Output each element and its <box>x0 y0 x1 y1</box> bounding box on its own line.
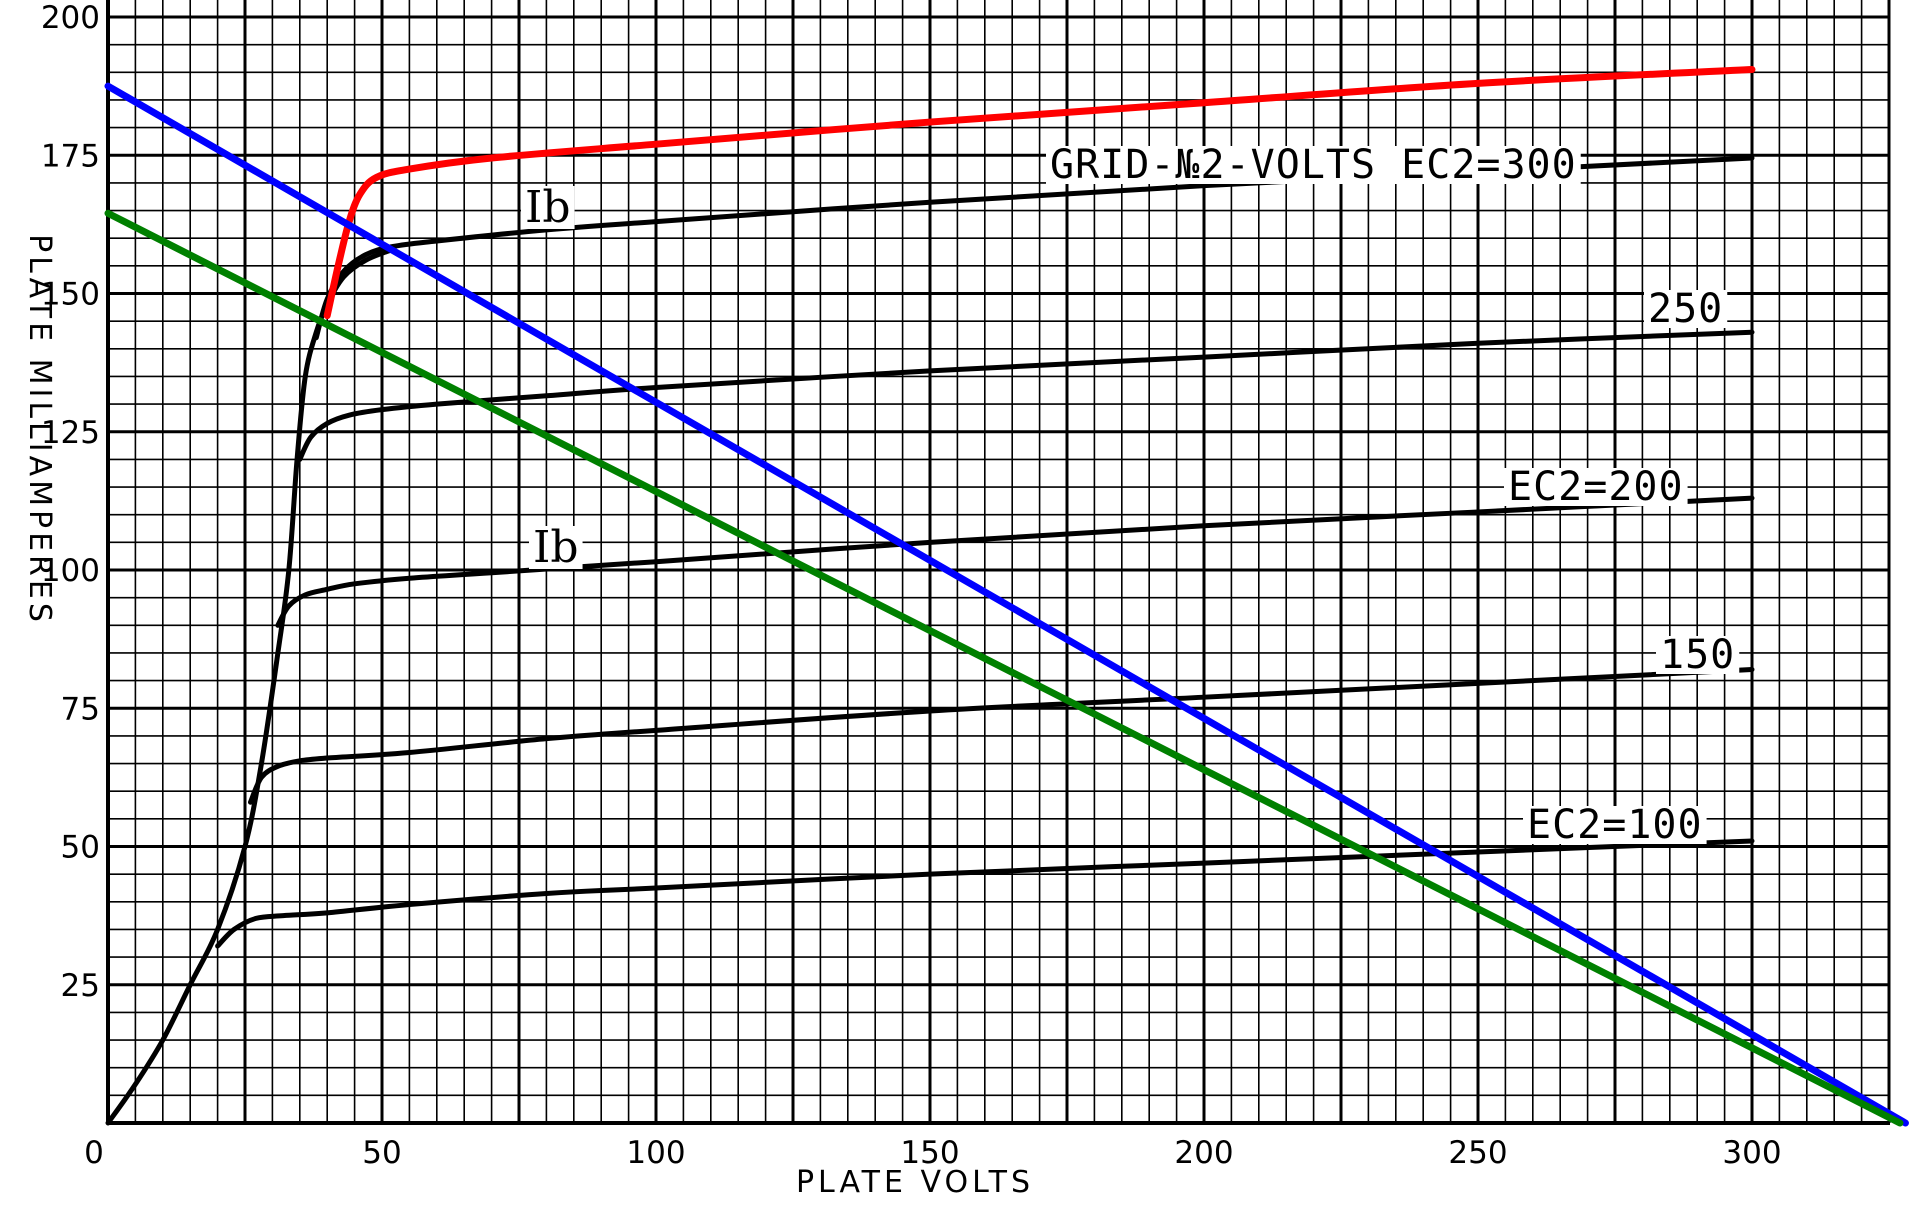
x-tick-backing <box>896 1135 964 1169</box>
series-ec2-200 <box>275 495 1755 628</box>
series-blue-load-line <box>104 82 1909 1127</box>
label-ib-upper: Ib <box>525 182 571 233</box>
y-tick-backing <box>38 552 102 588</box>
series-red-curve <box>323 66 1756 320</box>
series-green-load-line <box>104 209 1904 1127</box>
y-tick-label: 125 <box>41 415 100 451</box>
label-backing <box>529 526 583 569</box>
label-ec2-100: EC2=100 <box>1527 802 1703 848</box>
label-backing <box>1523 806 1707 844</box>
x-tick-label: 0 <box>84 1135 104 1171</box>
x-tick-label: 50 <box>362 1135 401 1171</box>
x-tick-label: 250 <box>1448 1135 1507 1171</box>
series-knee-locus <box>105 246 396 1126</box>
y-tick-label: 100 <box>41 553 100 589</box>
y-tick-backing <box>38 828 102 865</box>
series-ec2-250 <box>297 329 1755 462</box>
label-backing <box>1046 146 1581 184</box>
x-tick-backing <box>1444 1135 1512 1169</box>
y-axis-title: PLATE MILLIAMPERES <box>22 234 57 626</box>
y-tick-label: 50 <box>61 830 100 866</box>
y-tick-backing <box>38 966 102 1003</box>
label-backing <box>1644 290 1728 328</box>
y-tick-label: 175 <box>41 138 100 174</box>
x-axis-title: PLATE VOLTS <box>796 1165 1034 1200</box>
x-tick-backing <box>74 1135 142 1169</box>
y-tick-backing <box>38 137 102 174</box>
x-tick-label: 300 <box>1722 1135 1781 1171</box>
x-tick-backing <box>1718 1135 1786 1169</box>
x-tick-backing <box>1170 1135 1238 1169</box>
y-tick-label: 75 <box>61 691 100 727</box>
label-ec2-300: GRID-№2-VOLTS EC2=300 <box>1050 142 1577 188</box>
y-tick-backing <box>38 690 102 727</box>
label-backing <box>1504 468 1688 506</box>
y-tick-label: 200 <box>41 0 100 36</box>
label-ib-lower: Ib <box>533 522 579 573</box>
x-tick-label: 200 <box>1174 1135 1233 1171</box>
label-ec2-250: 250 <box>1648 286 1723 332</box>
y-tick-backing <box>38 0 102 35</box>
y-tick-backing <box>38 275 102 312</box>
x-tick-backing <box>348 1135 416 1169</box>
label-backing <box>521 186 575 229</box>
label-ec2-150: 150 <box>1660 632 1735 678</box>
series-ec2-150 <box>247 667 1755 805</box>
grid <box>106 0 1891 1125</box>
label-backing <box>1656 636 1740 674</box>
x-tick-label: 100 <box>626 1135 685 1171</box>
series-ec2-100 <box>215 838 1755 949</box>
y-tick-backing <box>38 413 102 450</box>
tick-labels: 0 50 100 150 200 250 300 25 50 75 100 125 150 175 200 <box>38 0 1786 1171</box>
x-tick-label: 150 <box>900 1135 959 1171</box>
y-tick-label: 150 <box>41 277 100 313</box>
curves <box>104 66 1909 1127</box>
x-tick-backing <box>622 1135 690 1169</box>
y-tick-label: 25 <box>61 968 100 1004</box>
label-ec2-200: EC2=200 <box>1508 464 1684 510</box>
